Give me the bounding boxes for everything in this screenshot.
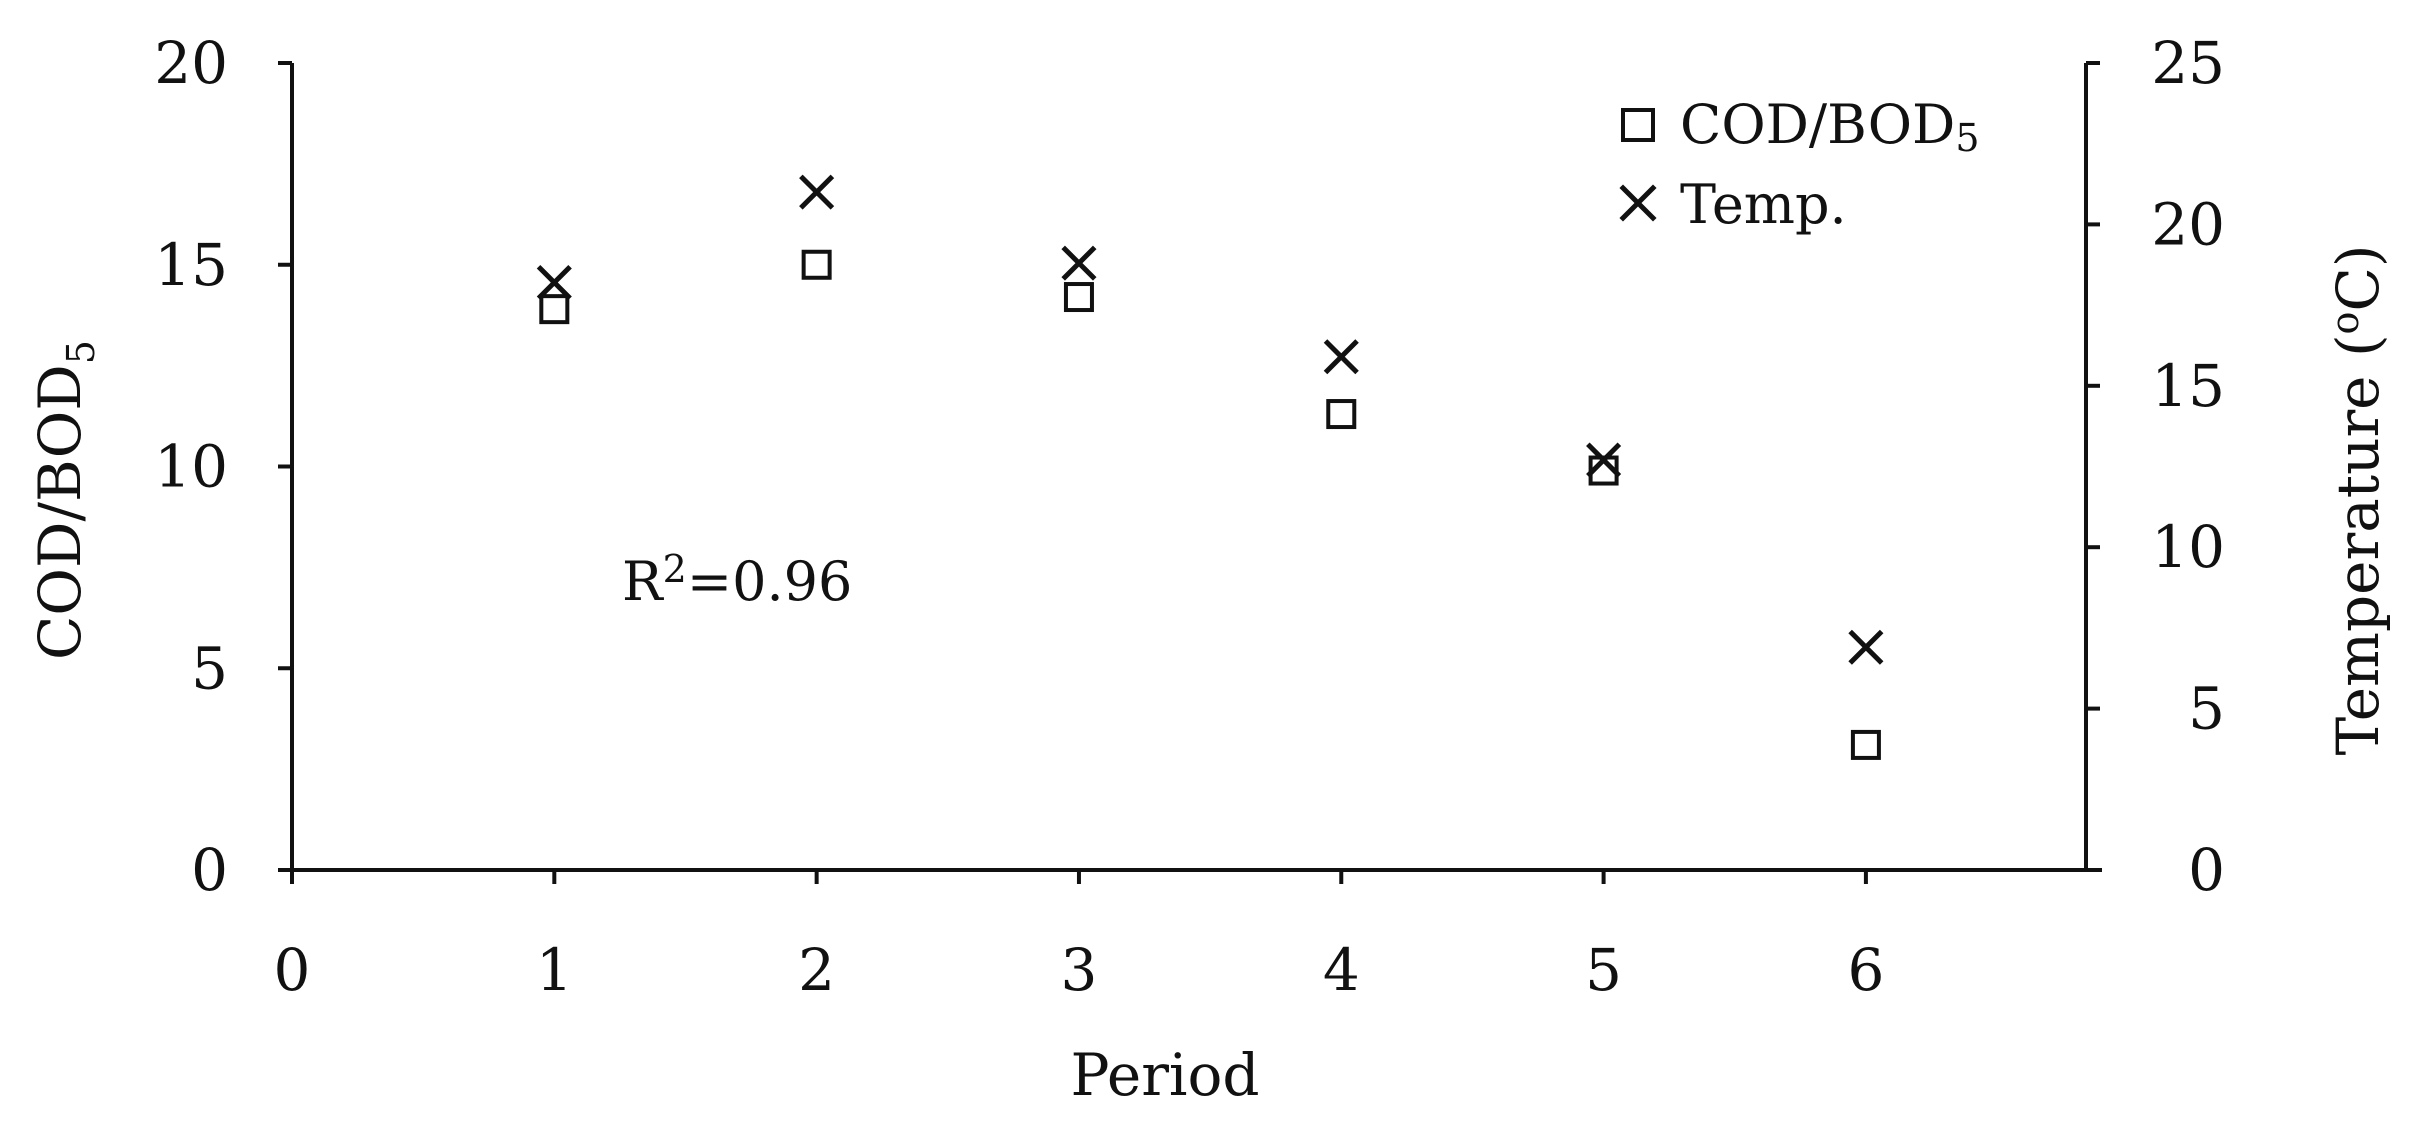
x-tick-label: 4 [1323,936,1360,1004]
y-tick-label-right: 0 [2188,836,2225,904]
x-tick-label: 0 [274,936,311,1004]
temp-point [1061,245,1097,281]
temp-point-stroke-b [1323,339,1359,375]
legend-label-cod-bod: COD/BOD5 [1680,93,1980,160]
x-tick-label: 5 [1585,936,1622,1004]
cod-bod-point [1063,282,1094,313]
legend-square-marker [1621,108,1655,142]
temp-point-stroke-b [1586,442,1622,478]
y-tick-label-right: 20 [2151,190,2225,258]
legend-item-temp: Temp. [1619,173,1847,236]
temp-point-stroke-b [1848,629,1884,665]
y-axis-left-title-sub: 5 [59,340,103,364]
legend-x-marker-b [1619,184,1657,222]
axis-titles: Period COD/BOD5 Temperature (oC) [26,245,2392,1109]
x-axis-title: Period [1070,1041,1259,1109]
temp-point [1323,339,1359,375]
temp-point [1586,442,1622,478]
legend: COD/BOD5 Temp. [1619,93,1980,236]
cod-bod-point [1850,729,1881,760]
markers [536,174,1884,760]
legend-label-cod-bod-sub: 5 [1955,116,1979,160]
r-squared-prefix: R [622,550,664,613]
temp-point [799,174,835,210]
y-axis-left-title-main: COD/BOD [26,364,94,660]
r-squared-annotation: R2=0.96 [622,547,852,613]
y-tick-label-left: 10 [154,433,228,501]
x-tick-label: 3 [1061,936,1098,1004]
y-tick-label-left: 5 [191,634,228,702]
y-axis-right-title-sup: o [2323,312,2367,335]
temp-point-stroke-b [799,174,835,210]
y-axis-left-title: COD/BOD5 [26,340,103,660]
r-squared-suffix: =0.96 [687,550,852,613]
y-axis-right-title-main: Temperature ( [2324,334,2392,755]
temp-point-stroke-b [1061,245,1097,281]
cod-bod-point [1326,399,1357,430]
r-squared-sup: 2 [663,547,687,591]
legend-item-cod-bod: COD/BOD5 [1621,93,1980,160]
y-tick-label-left: 15 [154,231,228,299]
y-tick-label-right: 5 [2188,675,2225,743]
x-tick-label: 1 [536,936,573,1004]
y-tick-label-right: 25 [2151,29,2225,97]
temp-point-stroke-b [536,264,572,301]
y-tick-label-right: 15 [2151,352,2225,420]
y-tick-label-right: 10 [2151,513,2225,581]
cod-bod-point [539,294,570,325]
x-tick-label: 2 [798,936,835,1004]
y-axis-right-title: Temperature (oC) [2323,245,2392,756]
temp-point [536,264,572,301]
y-axis-right-title-end: C) [2324,245,2392,312]
legend-label-temp: Temp. [1680,173,1847,236]
y-tick-label-left: 0 [191,836,228,904]
legend-label-cod-bod-main: COD/BOD [1680,93,1955,156]
y-tick-label-left: 20 [154,29,228,97]
x-tick-label: 6 [1847,936,1884,1004]
cod-bod-point [801,249,832,280]
temp-point [1848,629,1884,665]
ticks [278,61,2100,884]
